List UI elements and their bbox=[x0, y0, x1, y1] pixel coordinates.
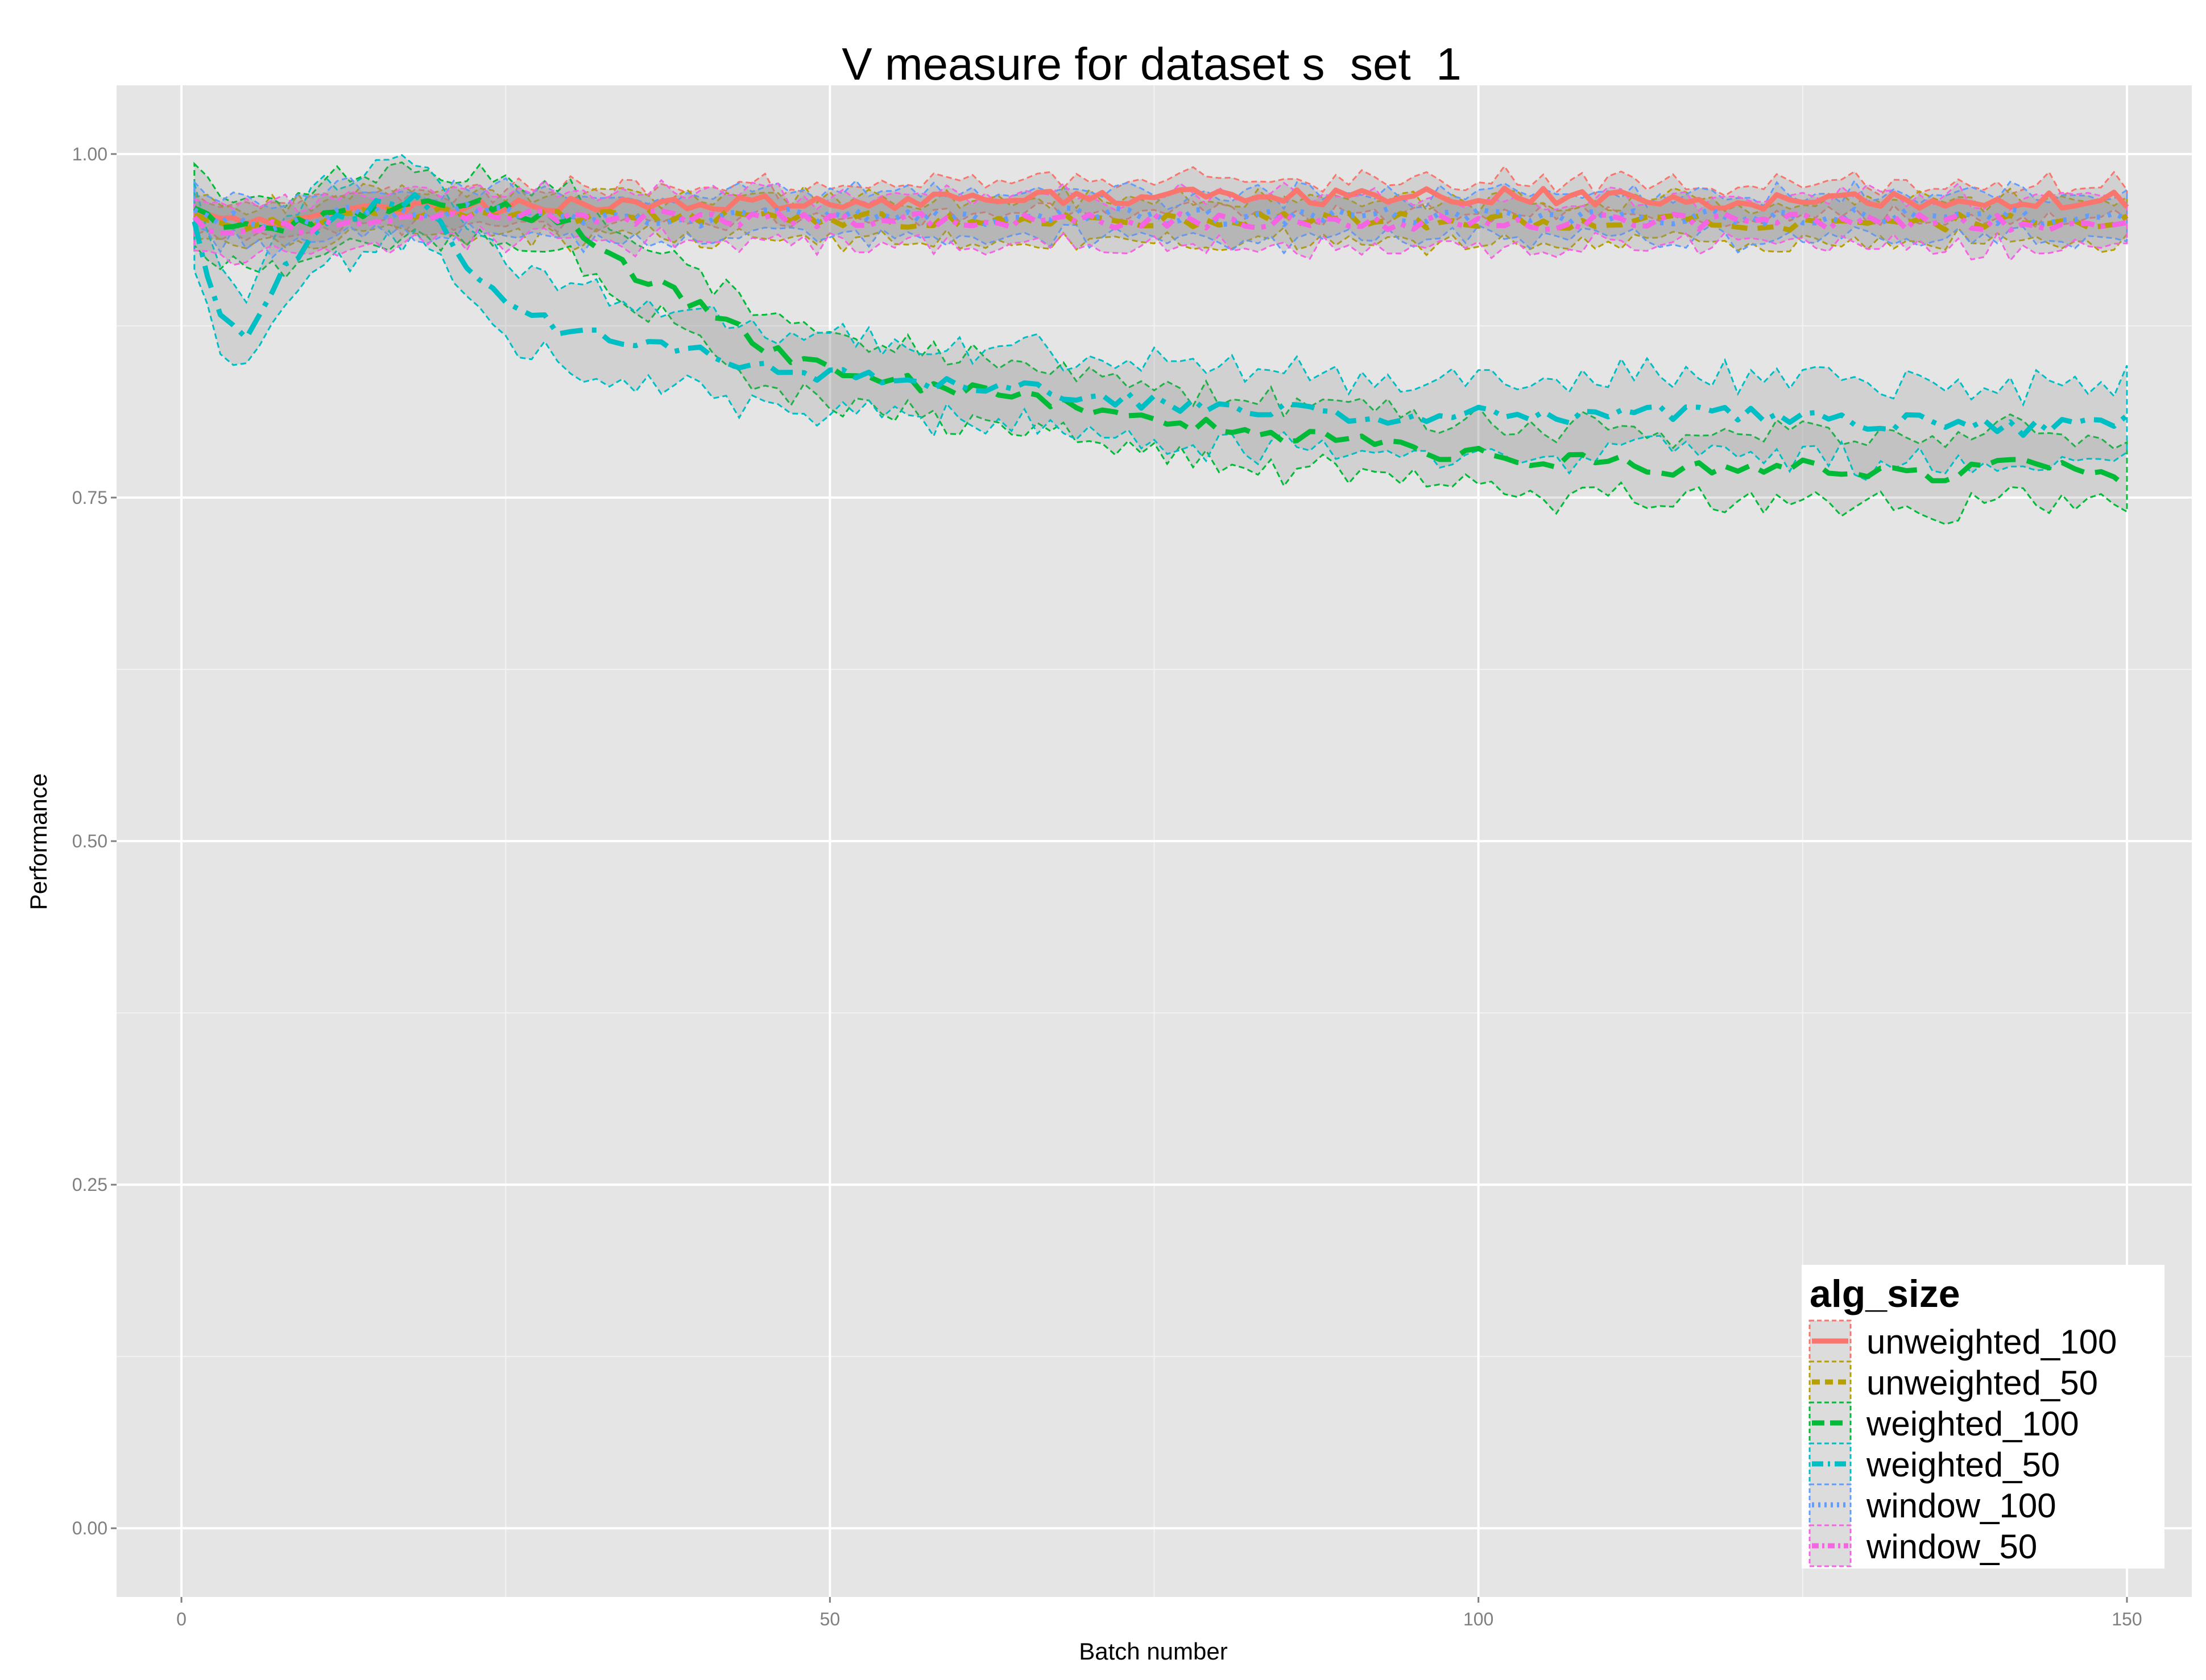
grid-major bbox=[117, 85, 2192, 1597]
x-axis: 0 50 100 150 bbox=[176, 1597, 2142, 1629]
chart-title: V measure for dataset s_set_1 bbox=[842, 39, 1462, 89]
legend-title: alg_size bbox=[1810, 1272, 1960, 1315]
legend-label-window_50: window_50 bbox=[1866, 1528, 2037, 1566]
series-line-window_50 bbox=[192, 206, 2128, 236]
x-tick-label: 0 bbox=[176, 1609, 187, 1629]
legend: alg_size unweighted_100unweighted_50weig… bbox=[1802, 1265, 2164, 1569]
legend-item-weighted_50: weighted_50 bbox=[1808, 1442, 2060, 1485]
y-tick-label: 0.25 bbox=[72, 1174, 107, 1195]
y-tick-label: 0.75 bbox=[72, 487, 107, 508]
lines bbox=[192, 185, 2129, 490]
legend-item-unweighted_50: unweighted_50 bbox=[1808, 1360, 2098, 1404]
series-line-unweighted_100 bbox=[194, 185, 2129, 228]
band-weighted_100 bbox=[193, 161, 2128, 525]
legend-label-weighted_50: weighted_50 bbox=[1866, 1446, 2060, 1484]
legend-label-window_100: window_100 bbox=[1866, 1487, 2056, 1525]
legend-label-unweighted_100: unweighted_100 bbox=[1866, 1323, 2117, 1361]
series-line-unweighted_50 bbox=[193, 204, 2129, 233]
y-tick-label: 0.00 bbox=[72, 1518, 107, 1538]
series-line-weighted_100 bbox=[193, 197, 2129, 490]
legend-item-unweighted_100: unweighted_100 bbox=[1808, 1319, 2117, 1363]
x-tick-label: 100 bbox=[1463, 1609, 1493, 1629]
x-tick-label: 150 bbox=[2112, 1609, 2142, 1629]
x-tick-label: 50 bbox=[820, 1609, 841, 1629]
legend-item-weighted_100: weighted_100 bbox=[1808, 1401, 2079, 1445]
legend-label-weighted_100: weighted_100 bbox=[1866, 1405, 2079, 1443]
legend-label-unweighted_50: unweighted_50 bbox=[1866, 1364, 2098, 1402]
y-axis: 0.00 0.25 0.50 0.75 1.00 bbox=[72, 144, 117, 1538]
legend-item-window_100: window_100 bbox=[1808, 1483, 2056, 1526]
y-tick-label: 0.50 bbox=[72, 831, 107, 851]
y-tick-label: 1.00 bbox=[72, 144, 107, 164]
series-line-weighted_50 bbox=[192, 192, 2129, 438]
legend-box bbox=[1802, 1265, 2164, 1569]
band-weighted_50 bbox=[193, 154, 2128, 482]
legend-item-window_50: window_50 bbox=[1808, 1524, 2037, 1567]
x-axis-title: Batch number bbox=[1079, 1638, 1227, 1665]
y-axis-title: Performance bbox=[25, 773, 52, 910]
